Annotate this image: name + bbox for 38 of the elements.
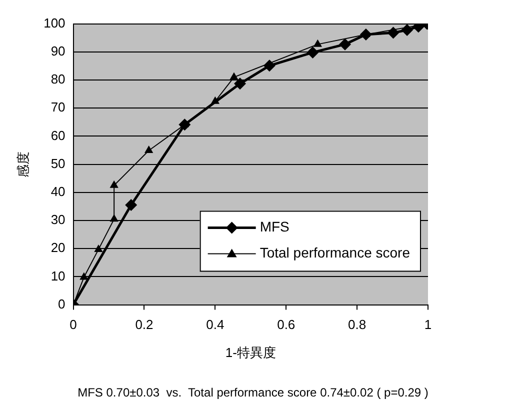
x-tick-label: 1 bbox=[424, 317, 432, 332]
y-tick-label: 80 bbox=[50, 72, 66, 87]
point bbox=[178, 118, 191, 131]
text: MFS 0.70±0.03 vs. Total performance score 0.74±0.02 ( p=0.29 ) bbox=[78, 385, 428, 400]
point bbox=[401, 24, 414, 36]
point bbox=[234, 78, 246, 90]
point bbox=[110, 180, 118, 188]
y-tick-label: 30 bbox=[50, 212, 66, 228]
point bbox=[339, 38, 351, 50]
point bbox=[263, 60, 276, 72]
y-tick-label: 100 bbox=[44, 15, 66, 30]
x-tick-label: 0.2 bbox=[135, 317, 154, 332]
y-tick-label: 50 bbox=[50, 156, 66, 171]
point bbox=[125, 199, 138, 212]
point bbox=[110, 214, 118, 222]
point bbox=[360, 28, 372, 40]
point bbox=[80, 272, 88, 280]
point bbox=[387, 26, 400, 39]
x-tick-label: 0.8 bbox=[348, 317, 366, 332]
y-tick-label: 20 bbox=[50, 240, 66, 256]
legend-label: Total performance score bbox=[260, 244, 410, 261]
x-axis-title: 1-特異度 bbox=[225, 344, 276, 360]
point bbox=[313, 39, 322, 47]
y-tick-label: 70 bbox=[50, 100, 66, 115]
point bbox=[94, 244, 103, 252]
x-tick-label: 0.6 bbox=[277, 317, 296, 332]
y-axis-title: 感度 bbox=[15, 151, 30, 178]
x-tick-label: 0.4 bbox=[206, 317, 224, 332]
point bbox=[306, 46, 319, 58]
legend-label: MFS bbox=[260, 218, 290, 235]
y-tick-label: 0 bbox=[58, 296, 66, 312]
x-tick-label: 0 bbox=[70, 317, 77, 332]
y-tick-label: 40 bbox=[50, 184, 66, 199]
point bbox=[230, 72, 238, 80]
y-tick-label: 90 bbox=[50, 43, 66, 58]
y-tick-label: 10 bbox=[50, 268, 66, 284]
y-tick-label: 60 bbox=[50, 128, 66, 143]
point bbox=[144, 146, 154, 154]
